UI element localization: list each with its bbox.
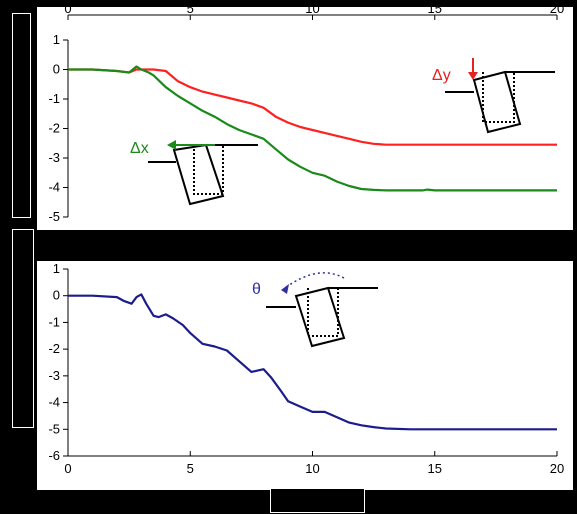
y-tick-label: -6: [48, 448, 60, 463]
dy-diagram: Δy: [432, 58, 555, 134]
y-tick-label: -2: [48, 341, 60, 356]
y-tick-label: -5: [48, 209, 60, 224]
x-tick-label: 0: [64, 461, 71, 476]
y-tick-label: -4: [48, 180, 60, 195]
top-series-group: [68, 65, 557, 192]
x-tick-label: 15: [428, 1, 442, 16]
dy-label: Δy: [432, 67, 451, 84]
x-tick-label: 10: [305, 1, 319, 16]
dx-label: Δx: [130, 140, 149, 157]
x-tick-label: 20: [550, 1, 564, 16]
x-tick-label: 20: [550, 461, 564, 476]
y-tick-label: 1: [53, 261, 60, 276]
arrow-down-icon: [468, 72, 478, 80]
theta-label: θ: [252, 281, 261, 298]
curved-arrow-icon: [281, 284, 289, 294]
bottom-y-axis-label-box: [12, 229, 34, 428]
dx-diagram: Δx: [130, 140, 258, 206]
y-tick-label: -3: [48, 150, 60, 165]
y-tick-label: -3: [48, 368, 60, 383]
y-tick-label: -1: [48, 91, 60, 106]
x-tick-label: 5: [187, 1, 194, 16]
y-tick-label: -2: [48, 121, 60, 136]
bottom-series-group: [68, 293, 557, 431]
x-tick-label: 10: [305, 461, 319, 476]
theta-diagram: θ: [252, 272, 378, 348]
x-tick-label: 0: [64, 1, 71, 16]
arrow-left-icon: [167, 140, 176, 150]
y-tick-label: 0: [53, 62, 60, 77]
x-tick-label: 15: [428, 461, 442, 476]
y-tick-label: -4: [48, 395, 60, 410]
top-y-axis-label-box: [12, 13, 31, 218]
y-tick-label: 0: [53, 288, 60, 303]
bottom-axes: 10-1-2-3-4-5-60 5 10 15 20: [48, 261, 564, 476]
series-line-0: [68, 68, 557, 146]
bottom-plot-area: [37, 261, 573, 490]
x-axis-label-box: [270, 488, 365, 513]
y-tick-label: 1: [53, 32, 60, 47]
y-tick-label: -1: [48, 314, 60, 329]
x-tick-label: 5: [187, 461, 194, 476]
series-line-0: [68, 293, 557, 431]
series-line-1: [68, 65, 557, 192]
y-tick-label: -5: [48, 421, 60, 436]
